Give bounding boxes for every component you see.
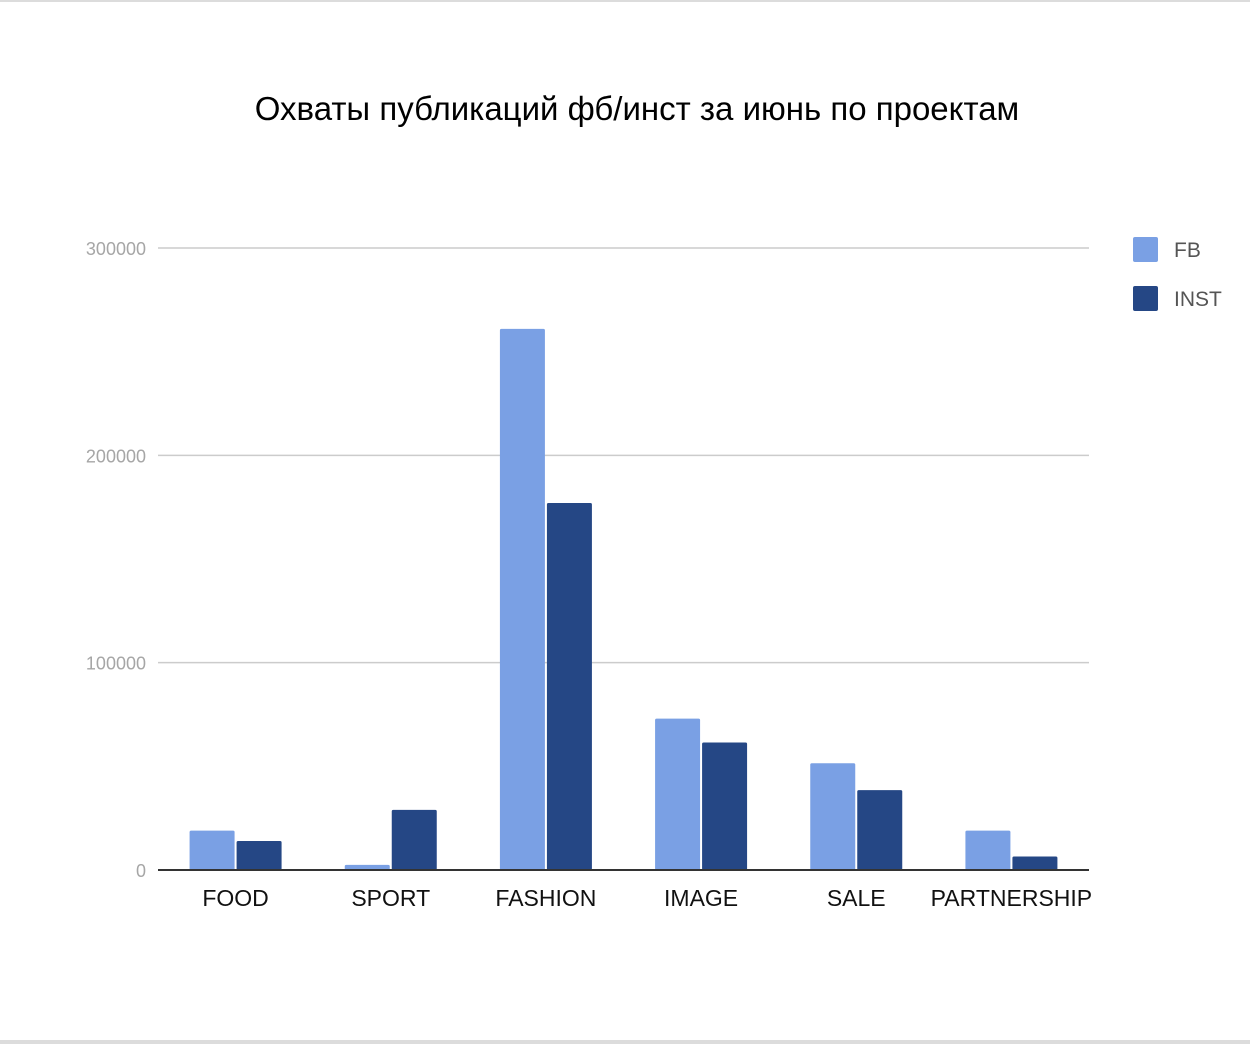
y-axis: 0 100000 200000 300000 — [86, 239, 146, 881]
x-tick-label: PARTNERSHIP — [931, 885, 1092, 911]
gridlines — [158, 247, 1089, 664]
bar-inst-fashion — [546, 503, 592, 870]
y-tick-label: 300000 — [86, 239, 146, 259]
x-tick-label: FASHION — [495, 885, 596, 911]
bar-fb-sale — [810, 763, 856, 870]
legend-label-fb: FB — [1174, 239, 1201, 262]
bar-fb-fashion — [499, 328, 545, 870]
legend: FB INST — [1133, 237, 1222, 311]
bar-fb-food — [189, 830, 235, 870]
legend-swatch-inst — [1133, 286, 1158, 311]
x-tick-label: IMAGE — [664, 885, 738, 911]
bar-inst-sport — [391, 809, 437, 870]
chart-title: Охваты публикаций фб/инст за июнь по про… — [255, 90, 1020, 127]
x-tick-label: SPORT — [351, 885, 430, 911]
x-tick-label: SALE — [827, 885, 886, 911]
bar-inst-sale — [857, 790, 903, 870]
bar-inst-food — [236, 840, 282, 870]
y-tick-label: 100000 — [86, 654, 146, 674]
bar-inst-partnership — [1012, 856, 1058, 870]
bar-fb-sport — [344, 864, 390, 870]
y-tick-label: 0 — [136, 861, 146, 881]
y-tick-label: 200000 — [86, 446, 146, 466]
bar-fb-partnership — [965, 830, 1011, 870]
bar-fb-image — [655, 718, 701, 870]
legend-label-inst: INST — [1174, 288, 1222, 311]
bar-inst-image — [702, 742, 748, 870]
bars — [189, 328, 1058, 870]
x-tick-label: FOOD — [202, 885, 268, 911]
x-axis: FOOD SPORT FASHION IMAGE SALE PARTNERSHIP — [202, 885, 1092, 911]
legend-swatch-fb — [1133, 237, 1158, 262]
